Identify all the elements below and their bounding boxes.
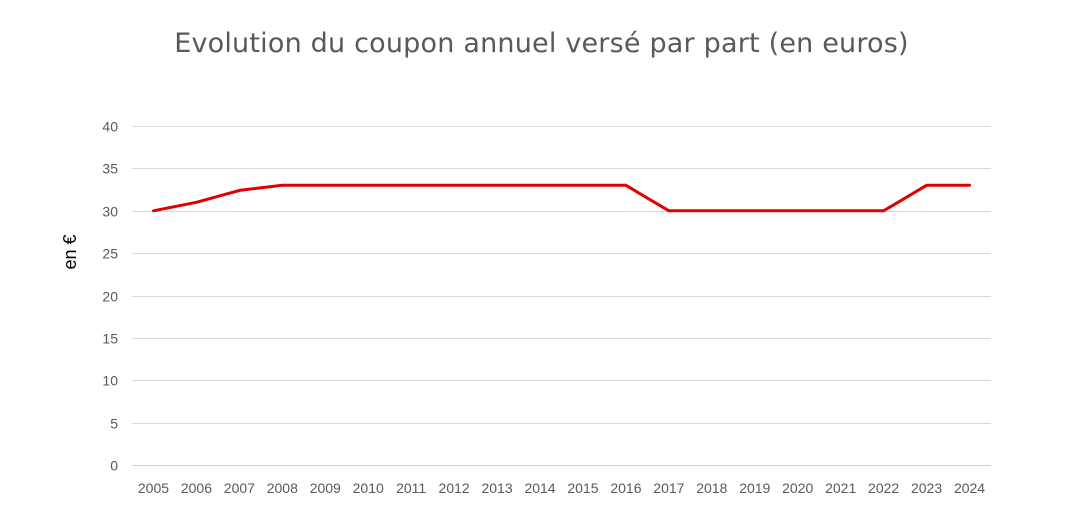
y-tick-label: 20 [102, 289, 118, 305]
x-tick-label: 2021 [825, 480, 856, 496]
x-axis-ticks: 2005 2006 2007 2008 2009 2010 2011 2012 2013 2014… [138, 480, 985, 496]
x-tick-label: 2012 [439, 480, 470, 496]
x-tick-label: 2017 [653, 480, 684, 496]
x-tick-label: 2019 [739, 480, 770, 496]
y-tick-label: 25 [102, 246, 118, 262]
y-tick-label: 40 [102, 119, 118, 135]
y-tick-label: 5 [110, 416, 118, 432]
x-tick-label: 2008 [267, 480, 298, 496]
y-tick-label: 0 [110, 458, 118, 474]
x-tick-label: 2007 [224, 480, 255, 496]
series-group [152, 183, 971, 213]
y-axis-ticks: 0 5 10 15 20 25 30 35 40 [102, 119, 118, 474]
x-tick-label: 2005 [138, 480, 169, 496]
x-tick-label: 2010 [353, 480, 384, 496]
x-tick-label: 2024 [954, 480, 985, 496]
x-tick-label: 2023 [911, 480, 942, 496]
x-tick-label: 2018 [696, 480, 727, 496]
y-tick-label: 15 [102, 331, 118, 347]
y-tick-label: 30 [102, 204, 118, 220]
x-tick-label: 2022 [868, 480, 899, 496]
x-tick-label: 2009 [310, 480, 341, 496]
x-tick-label: 2013 [481, 480, 512, 496]
x-tick-label: 2015 [567, 480, 598, 496]
x-tick-label: 2011 [396, 480, 426, 496]
x-tick-label: 2006 [181, 480, 212, 496]
x-tick-label: 2020 [782, 480, 813, 496]
y-tick-label: 10 [102, 373, 118, 389]
chart-title: Evolution du coupon annuel versé par par… [174, 28, 909, 59]
y-tick-label: 35 [102, 161, 118, 177]
gridlines [132, 126, 991, 466]
series-line-0 [152, 183, 971, 213]
x-tick-label: 2014 [524, 480, 555, 496]
x-tick-label: 2016 [610, 480, 641, 496]
